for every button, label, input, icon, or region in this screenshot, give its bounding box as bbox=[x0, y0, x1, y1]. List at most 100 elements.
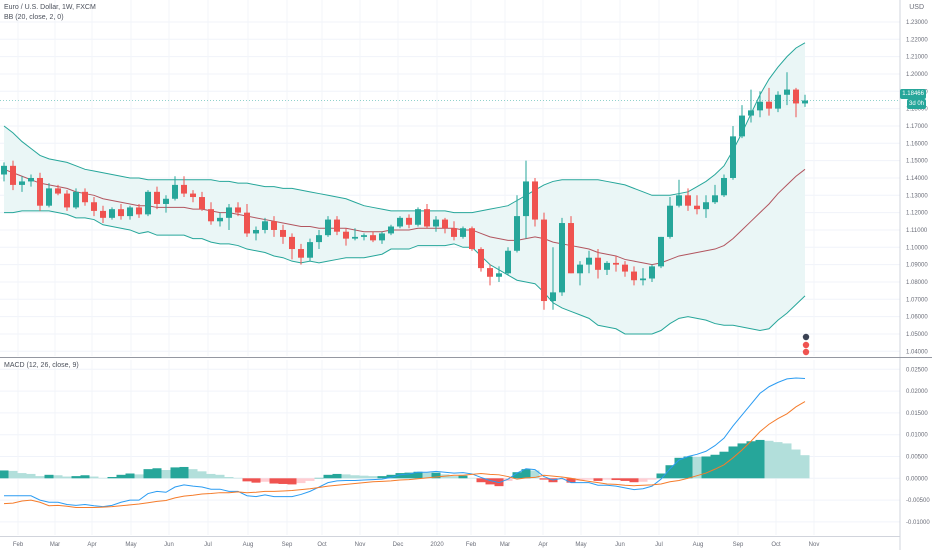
macd-hist-bar bbox=[584, 478, 594, 480]
candle-body bbox=[172, 184, 178, 199]
price-tick-label: 1.09000 bbox=[906, 263, 928, 269]
time-tick-label: Aug bbox=[243, 542, 254, 548]
macd-hist-bar bbox=[521, 469, 531, 479]
macd-hist-bar bbox=[557, 478, 567, 480]
macd-hist-bar bbox=[449, 476, 459, 479]
candle-body bbox=[46, 188, 52, 206]
macd-histogram bbox=[0, 439, 810, 487]
macd-hist-bar bbox=[368, 476, 378, 479]
time-tick-label: Oct bbox=[317, 542, 327, 548]
time-tick-label: Dec bbox=[393, 542, 404, 548]
candle-body bbox=[568, 223, 574, 274]
macd-hist-bar bbox=[755, 439, 765, 479]
candle-body bbox=[721, 177, 727, 196]
candle-body bbox=[109, 209, 115, 218]
macd-tick-label: 0.00500 bbox=[906, 455, 928, 461]
macd-tick-label: 0.01500 bbox=[906, 411, 928, 417]
candle-body bbox=[190, 193, 196, 198]
macd-hist-bar bbox=[422, 472, 432, 479]
macd-hist-bar bbox=[89, 476, 99, 479]
candle-body bbox=[577, 264, 583, 274]
macd-hist-bar bbox=[665, 465, 675, 479]
bb-lines bbox=[3, 42, 806, 335]
candle-body bbox=[424, 209, 430, 227]
macd-hist-bar bbox=[530, 470, 540, 479]
price-tick-label: 1.23000 bbox=[906, 20, 928, 26]
macd-hist-bar bbox=[188, 469, 198, 479]
macd-hist-bar bbox=[17, 473, 27, 479]
candle-body bbox=[307, 242, 313, 258]
macd-hist-bar bbox=[341, 474, 351, 479]
candle-body bbox=[451, 228, 457, 237]
bb-lower-line bbox=[4, 210, 806, 335]
candle-body bbox=[631, 271, 637, 281]
macd-hist-bar bbox=[782, 443, 792, 479]
price-tick-label: 1.12000 bbox=[906, 211, 928, 217]
candle-body bbox=[334, 219, 340, 232]
candle-body bbox=[694, 205, 700, 210]
macd-hist-bar bbox=[0, 470, 9, 479]
macd-hist-bar bbox=[323, 474, 333, 479]
candle-body bbox=[487, 268, 493, 277]
macd-hist-bar bbox=[107, 476, 117, 479]
candle-body bbox=[10, 165, 16, 185]
macd-hist-bar bbox=[701, 456, 711, 479]
candle-body bbox=[370, 235, 376, 241]
countdown-tag: 3d 0h bbox=[906, 99, 926, 109]
event-flags bbox=[802, 333, 810, 356]
candle-body bbox=[73, 191, 79, 208]
macd-tick-label: -0.00500 bbox=[906, 498, 930, 504]
macd-hist-bar bbox=[800, 455, 810, 479]
candle-body bbox=[802, 100, 808, 104]
candle-body bbox=[613, 262, 619, 265]
time-tick-label: Jul bbox=[204, 542, 212, 548]
macd-hist-bar bbox=[602, 478, 612, 480]
candle-body bbox=[397, 217, 403, 227]
candle-body bbox=[91, 202, 97, 211]
bb-legend: BB (20, close, 2, 0) bbox=[4, 14, 64, 21]
macd-hist-bar bbox=[656, 473, 666, 479]
candle-body bbox=[298, 249, 304, 258]
candle-body bbox=[316, 235, 322, 243]
macd-hist-bar bbox=[647, 478, 657, 480]
candle-body bbox=[505, 250, 511, 274]
candle-body bbox=[244, 212, 250, 234]
macd-hist-bar bbox=[710, 454, 720, 479]
symbol-title: Euro / U.S. Dollar, 1W, FXCM bbox=[4, 4, 96, 11]
signal-line bbox=[3, 401, 806, 509]
candle-body bbox=[28, 177, 34, 182]
macd-hist-bar bbox=[71, 476, 81, 479]
tick-labels: 1.04000 1.05000 1.06000 1.07000 1.08000 1.090… bbox=[13, 20, 931, 548]
candle-body bbox=[703, 202, 709, 210]
candle-body bbox=[379, 233, 385, 241]
candle-body bbox=[523, 181, 529, 217]
candle-body bbox=[262, 221, 268, 230]
time-tick-label: Apr bbox=[538, 542, 547, 548]
candle-body bbox=[775, 94, 781, 109]
macd-hist-bar bbox=[152, 468, 162, 479]
candle-body bbox=[55, 188, 61, 194]
price-tick-label: 1.18000 bbox=[906, 107, 928, 113]
price-tick-label: 1.21000 bbox=[906, 55, 928, 61]
macd-lines bbox=[3, 377, 806, 509]
candle-body bbox=[748, 110, 754, 116]
macd-hist-bar bbox=[791, 449, 801, 479]
macd-hist-bar bbox=[179, 466, 189, 479]
currency-label: USD bbox=[909, 4, 924, 11]
bb-upper-line bbox=[3, 42, 806, 214]
time-tick-label: Mar bbox=[50, 542, 60, 548]
candle-body bbox=[127, 207, 133, 217]
candle-body bbox=[226, 207, 232, 218]
macd-hist-bar bbox=[467, 477, 477, 479]
macd-hist-bar bbox=[638, 478, 648, 482]
macd-tick-label: 0.02000 bbox=[906, 389, 928, 395]
candle-body bbox=[118, 209, 124, 217]
macd-hist-bar bbox=[476, 478, 486, 483]
macd-hist-bar bbox=[134, 474, 144, 479]
macd-hist-bar bbox=[296, 478, 306, 484]
candle-body bbox=[208, 209, 214, 222]
price-tick-label: 1.22000 bbox=[906, 37, 928, 43]
bb-channel-fill bbox=[4, 42, 805, 334]
time-tick-label: Sep bbox=[282, 542, 293, 548]
